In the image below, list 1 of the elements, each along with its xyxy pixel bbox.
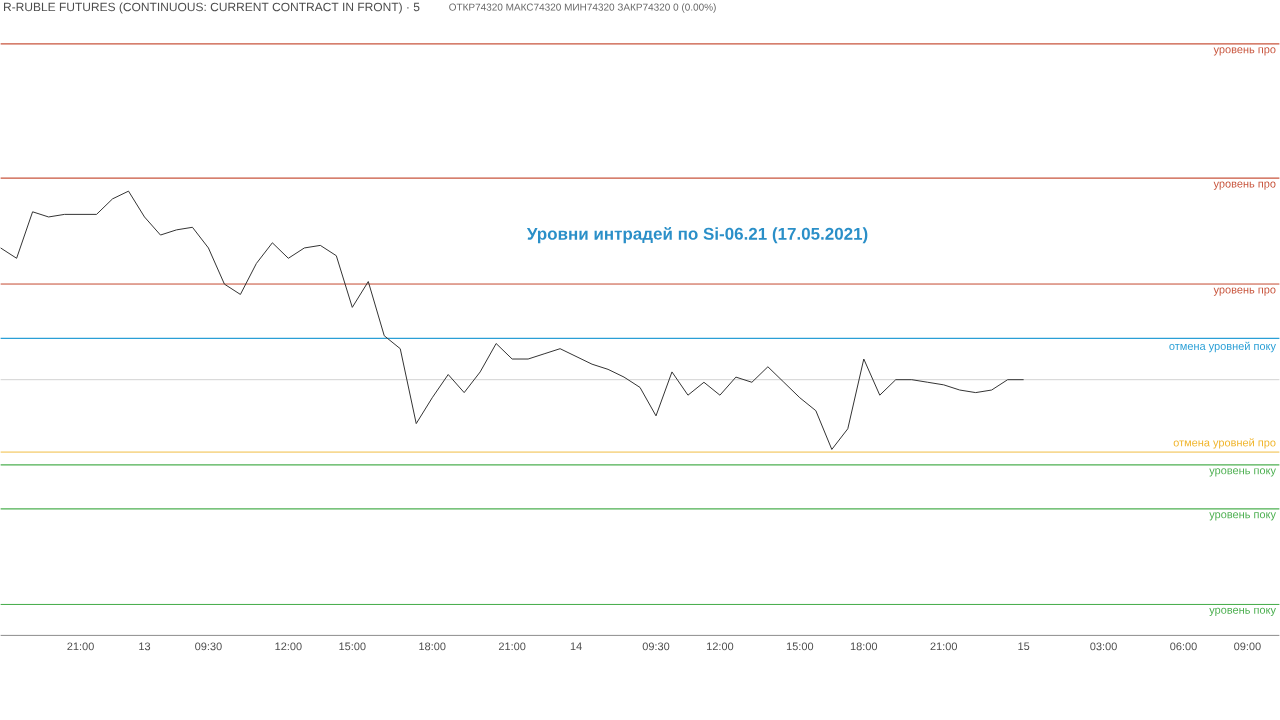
text: Уровни интрадей по Si-06.21 (17.05.2021) [526,227,868,244]
